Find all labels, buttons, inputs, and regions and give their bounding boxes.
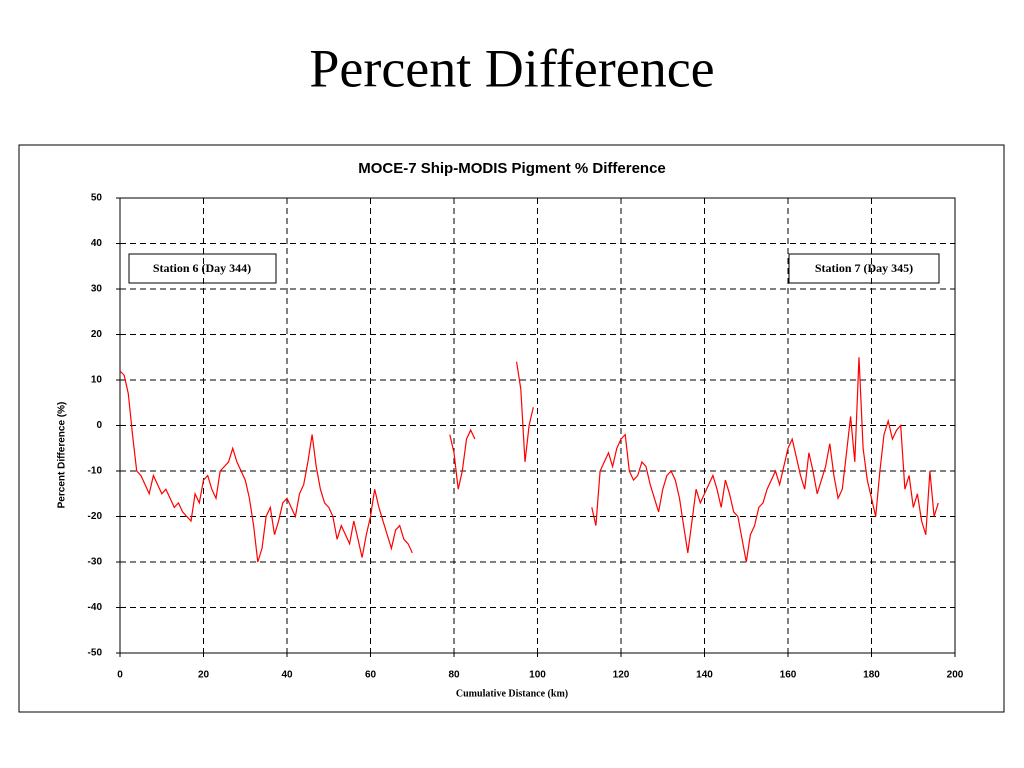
y-tick-label: 50: [91, 193, 103, 204]
x-tick-label: 200: [947, 670, 964, 681]
y-axis-label: Percent Difference (%): [57, 402, 68, 509]
x-tick-label: 40: [281, 670, 293, 681]
x-tick-label: 0: [117, 670, 123, 681]
x-tick-label: 80: [448, 670, 460, 681]
y-tick-label: 0: [96, 420, 102, 431]
x-tick-label: 60: [365, 670, 377, 681]
chart-frame: [18, 144, 1005, 713]
chart-title: MOCE-7 Ship-MODIS Pigment % Difference: [358, 160, 666, 177]
x-tick-label: 100: [529, 670, 546, 681]
y-tick-label: 40: [91, 238, 103, 249]
y-tick-label: -40: [88, 602, 103, 613]
y-tick-label: 20: [91, 329, 103, 340]
x-tick-label: 140: [696, 670, 713, 681]
y-tick-label: -50: [88, 648, 103, 659]
x-tick-label: 180: [863, 670, 880, 681]
x-tick-label: 20: [198, 670, 210, 681]
x-axis-label: Cumulative Distance (km): [456, 688, 568, 699]
annotation: Station 7 (Day 345): [815, 261, 913, 275]
slide-title: Percent Difference: [309, 38, 714, 98]
annotation: Station 6 (Day 344): [153, 261, 251, 275]
y-tick-label: -20: [88, 511, 103, 522]
y-tick-label: 30: [91, 284, 103, 295]
y-tick-label: -10: [88, 466, 103, 477]
y-tick-label: 10: [91, 375, 103, 386]
annotation-box: [128, 253, 277, 284]
data-line: [119, 357, 939, 563]
annotation-box: [788, 253, 940, 284]
y-tick-label: -30: [88, 557, 103, 568]
x-tick-label: 120: [613, 670, 630, 681]
plot-area: [119, 197, 956, 654]
x-tick-label: 160: [780, 670, 797, 681]
